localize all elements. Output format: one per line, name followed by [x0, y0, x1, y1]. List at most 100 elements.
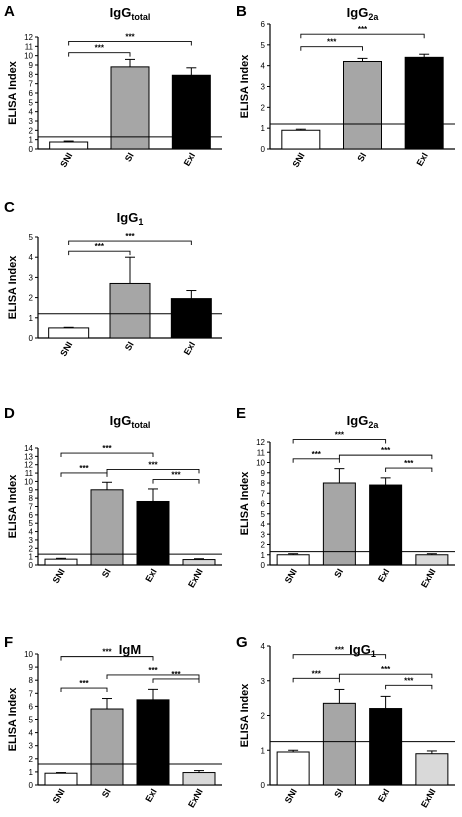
- x-tick-label: SNI: [58, 340, 74, 358]
- significance-bracket: [60, 472, 108, 477]
- y-tick-label: 6: [29, 702, 34, 711]
- y-tick-label: 7: [261, 489, 266, 498]
- significance-label: ***: [171, 670, 181, 679]
- y-tick-label: 8: [29, 676, 34, 685]
- y-tick-label: 9: [29, 486, 34, 495]
- bar-exi: [369, 484, 403, 566]
- bar-exi: [136, 699, 170, 786]
- y-tick-label: 1: [29, 314, 34, 323]
- y-tick-label: 8: [29, 70, 34, 79]
- significance-bracket: [292, 439, 387, 444]
- significance-bracket: [292, 654, 387, 659]
- y-tick-label: 1: [29, 768, 34, 777]
- chart-title: IgG1: [117, 210, 144, 227]
- significance-bracket: [385, 467, 433, 473]
- x-tick-label: SI: [355, 151, 368, 163]
- y-tick-label: 3: [261, 83, 266, 92]
- y-tick-label: 9: [29, 61, 34, 70]
- y-tick-label: 4: [29, 253, 34, 262]
- y-axis-label: ELISA Index: [7, 60, 19, 125]
- significance-bracket: [300, 46, 363, 51]
- significance-label: ***: [125, 32, 135, 41]
- bar-exi: [369, 708, 403, 786]
- bar-si: [343, 61, 382, 150]
- y-tick-label: 2: [29, 294, 34, 303]
- significance-bracket: [152, 678, 200, 683]
- x-tick-label: SI: [100, 567, 113, 579]
- chart-title-subscript: 2a: [368, 12, 379, 22]
- y-tick-label: 4: [261, 642, 266, 651]
- y-tick-label: 7: [29, 80, 34, 89]
- y-tick-label: 0: [261, 145, 266, 154]
- x-tick-label: SI: [123, 340, 136, 352]
- chart-title: IgG2a: [347, 413, 380, 430]
- y-tick-label: 8: [29, 494, 34, 503]
- significance-bracket: [385, 684, 433, 690]
- significance-label: ***: [171, 471, 181, 480]
- y-tick-label: 9: [261, 469, 266, 478]
- chart-title-main: IgG: [347, 5, 369, 20]
- bar-sni: [44, 558, 78, 566]
- bar-si: [110, 66, 150, 150]
- bar-exni: [415, 554, 449, 566]
- significance-bracket: [292, 458, 340, 463]
- bar-si: [322, 482, 356, 566]
- y-tick-label: 0: [29, 334, 34, 343]
- significance-label: ***: [79, 464, 89, 473]
- y-tick-label: 14: [24, 444, 33, 453]
- y-tick-label: 3: [29, 117, 34, 126]
- significance-label: ***: [404, 676, 414, 685]
- panel-letter: B: [236, 3, 247, 20]
- chart-title-subscript: total: [131, 420, 150, 430]
- y-tick-label: 9: [29, 663, 34, 672]
- y-tick-label: 12: [24, 461, 33, 470]
- x-tick-label: ExNI: [419, 787, 438, 809]
- y-tick-label: 1: [261, 746, 266, 755]
- x-tick-label: ExI: [376, 567, 391, 584]
- bar-sni: [276, 554, 310, 566]
- y-tick-label: 3: [261, 530, 266, 539]
- chart-title-main: IgG: [349, 642, 371, 657]
- y-tick-label: 1: [29, 553, 34, 562]
- bar-exni: [182, 559, 216, 566]
- y-tick-label: 7: [29, 503, 34, 512]
- bar-exni: [182, 772, 216, 786]
- bar-si: [90, 489, 124, 566]
- x-tick-label: ExI: [414, 151, 429, 168]
- bar-exi: [136, 500, 170, 566]
- y-tick-label: 3: [29, 273, 34, 282]
- significance-bracket: [106, 674, 200, 679]
- y-tick-label: 11: [25, 42, 34, 51]
- x-tick-label: SNI: [283, 787, 299, 805]
- bar-sni: [276, 751, 310, 786]
- y-tick-label: 4: [29, 729, 34, 738]
- y-tick-label: 2: [29, 755, 34, 764]
- significance-label: ***: [102, 648, 112, 657]
- y-tick-label: 7: [29, 689, 34, 698]
- panel-letter: D: [4, 405, 15, 422]
- significance-bracket: [60, 687, 108, 693]
- significance-bracket: [68, 250, 131, 256]
- significance-bracket: [106, 468, 200, 474]
- significance-bracket: [152, 479, 200, 484]
- x-tick-label: ExI: [143, 787, 158, 804]
- significance-label: ***: [335, 431, 345, 440]
- x-tick-label: SNI: [51, 787, 67, 805]
- significance-label: ***: [312, 450, 322, 459]
- significance-label: ***: [95, 242, 105, 251]
- y-tick-label: 6: [261, 20, 266, 29]
- significance-label: ***: [148, 666, 158, 675]
- y-tick-label: 2: [29, 126, 34, 135]
- y-axis-label: ELISA Index: [7, 687, 19, 752]
- y-axis-label: ELISA Index: [239, 683, 251, 748]
- bar-exni: [415, 753, 449, 786]
- y-tick-label: 6: [29, 89, 34, 98]
- x-tick-label: SI: [100, 787, 113, 799]
- chart-title: IgGtotal: [110, 5, 151, 22]
- chart-title-main: IgG: [110, 5, 132, 20]
- y-tick-label: 0: [29, 781, 34, 790]
- y-tick-label: 3: [29, 536, 34, 545]
